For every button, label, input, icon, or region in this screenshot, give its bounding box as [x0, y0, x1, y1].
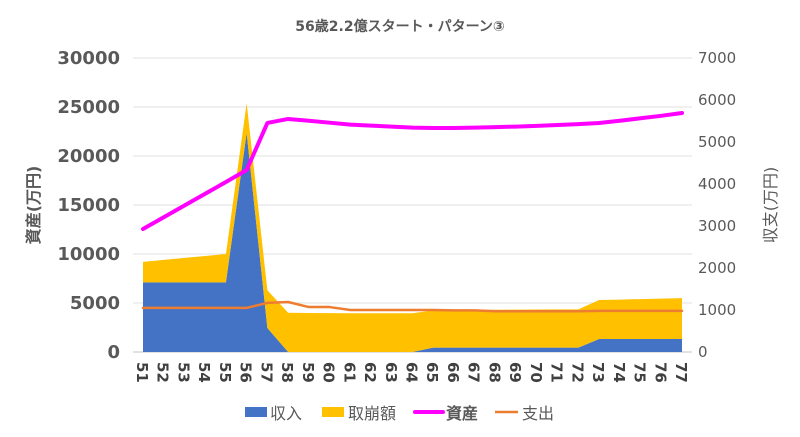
x-tick-label: 67 — [465, 362, 483, 383]
area-withdrawal — [143, 103, 682, 352]
x-tick-label: 59 — [299, 362, 317, 383]
legend-swatch-income — [245, 407, 267, 417]
x-tick-label: 64 — [403, 362, 421, 383]
y-tick-label: 10000 — [57, 244, 120, 265]
x-tick-label: 53 — [174, 362, 192, 383]
y2-tick-label: 1000 — [698, 301, 736, 319]
x-tick-label: 54 — [195, 362, 213, 383]
y2-tick-label: 5000 — [698, 133, 736, 151]
left-axis: 0 5000 10000 15000 20000 25000 30000 — [57, 48, 120, 363]
x-axis: 51 52 53 54 55 56 57 58 59 60 61 62 63 64 65 66 67 68 69 70… — [133, 362, 690, 383]
legend-swatch-withdrawal — [322, 407, 344, 417]
y2-tick-label: 2000 — [698, 259, 736, 277]
legend-label-assets: 資産 — [446, 404, 478, 423]
x-tick-label: 73 — [589, 362, 607, 383]
line-expense — [141, 300, 684, 313]
x-tick-label: 52 — [154, 362, 172, 383]
x-tick-label: 62 — [361, 362, 379, 383]
x-tick-label: 70 — [527, 362, 545, 383]
x-tick-label: 63 — [382, 362, 400, 383]
y-tick-label: 20000 — [57, 146, 120, 167]
x-tick-label: 65 — [423, 362, 441, 383]
right-axis: 0 1000 2000 3000 4000 5000 6000 7000 — [698, 49, 736, 361]
y2-tick-label: 4000 — [698, 175, 736, 193]
chart-title: 56歳2.2億スタート・パターン③ — [295, 18, 504, 35]
x-tick-label: 56 — [237, 362, 255, 383]
areas — [143, 103, 682, 352]
y2-axis-title: 収支(万円) — [761, 167, 780, 244]
x-tick-label: 72 — [568, 362, 586, 383]
x-tick-label: 74 — [610, 362, 628, 383]
legend-label-expense: 支出 — [522, 404, 554, 423]
y2-tick-label: 0 — [698, 343, 708, 361]
x-tick-label: 76 — [651, 362, 669, 383]
line-assets — [141, 110, 684, 232]
x-tick-label: 77 — [672, 362, 690, 383]
x-tick-label: 58 — [278, 362, 296, 383]
x-tick-label: 69 — [506, 362, 524, 383]
area-income — [143, 132, 682, 352]
x-tick-label: 66 — [444, 362, 462, 383]
legend-label-withdrawal: 取崩額 — [348, 404, 396, 423]
y-tick-label: 0 — [107, 342, 120, 363]
legend: 収入 取崩額 資産 支出 — [245, 404, 554, 423]
y2-tick-label: 6000 — [698, 91, 736, 109]
y-tick-label: 30000 — [57, 48, 120, 69]
x-tick-label: 75 — [631, 362, 649, 383]
y-axis-title: 資産(万円) — [24, 166, 43, 245]
x-tick-label: 68 — [485, 362, 503, 383]
x-tick-label: 55 — [216, 362, 234, 383]
y-tick-label: 5000 — [70, 293, 120, 314]
legend-label-income: 収入 — [270, 404, 302, 423]
lines — [141, 110, 684, 313]
x-tick-label: 60 — [320, 362, 338, 383]
x-tick-label: 51 — [133, 362, 151, 383]
y2-tick-label: 7000 — [698, 49, 736, 67]
y-tick-label: 25000 — [57, 97, 120, 118]
y2-tick-label: 3000 — [698, 217, 736, 235]
y-tick-label: 15000 — [57, 195, 120, 216]
x-tick-label: 61 — [340, 362, 358, 383]
x-tick-label: 71 — [548, 362, 566, 383]
x-tick-label: 57 — [257, 362, 275, 383]
